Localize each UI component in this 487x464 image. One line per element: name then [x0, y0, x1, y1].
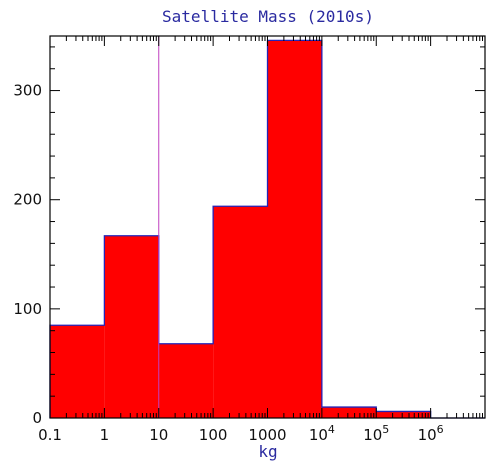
histogram-bar: [376, 411, 431, 418]
chart-title: Satellite Mass (2010s): [162, 7, 374, 26]
x-tick-label: 1: [100, 426, 110, 444]
y-tick-label: 300: [13, 82, 42, 100]
histogram-outline: [49, 39, 485, 419]
histogram-bar: [267, 40, 322, 418]
histogram-bar: [213, 206, 268, 418]
y-tick-label: 200: [13, 191, 42, 209]
x-tick-label: 104: [309, 423, 335, 444]
x-tick-label: 1000: [248, 426, 286, 444]
y-tick-label: 100: [13, 300, 42, 318]
x-tick-label: 10: [149, 426, 168, 444]
x-tick-label: 105: [363, 423, 389, 444]
histogram-bar: [50, 325, 105, 418]
y-tick-label: 0: [32, 409, 42, 427]
plot-area: 0.1 1 10 100 1000 104 105 106 0 100 200 300: [13, 35, 486, 444]
x-tick-label: 106: [418, 423, 444, 444]
x-tick-label: 100: [199, 426, 228, 444]
histogram-bar: [104, 235, 159, 418]
histogram-bar: [321, 407, 377, 418]
x-axis-label: kg: [258, 442, 277, 461]
histogram-bar: [158, 343, 214, 418]
x-tick-label: 0.1: [38, 426, 62, 444]
